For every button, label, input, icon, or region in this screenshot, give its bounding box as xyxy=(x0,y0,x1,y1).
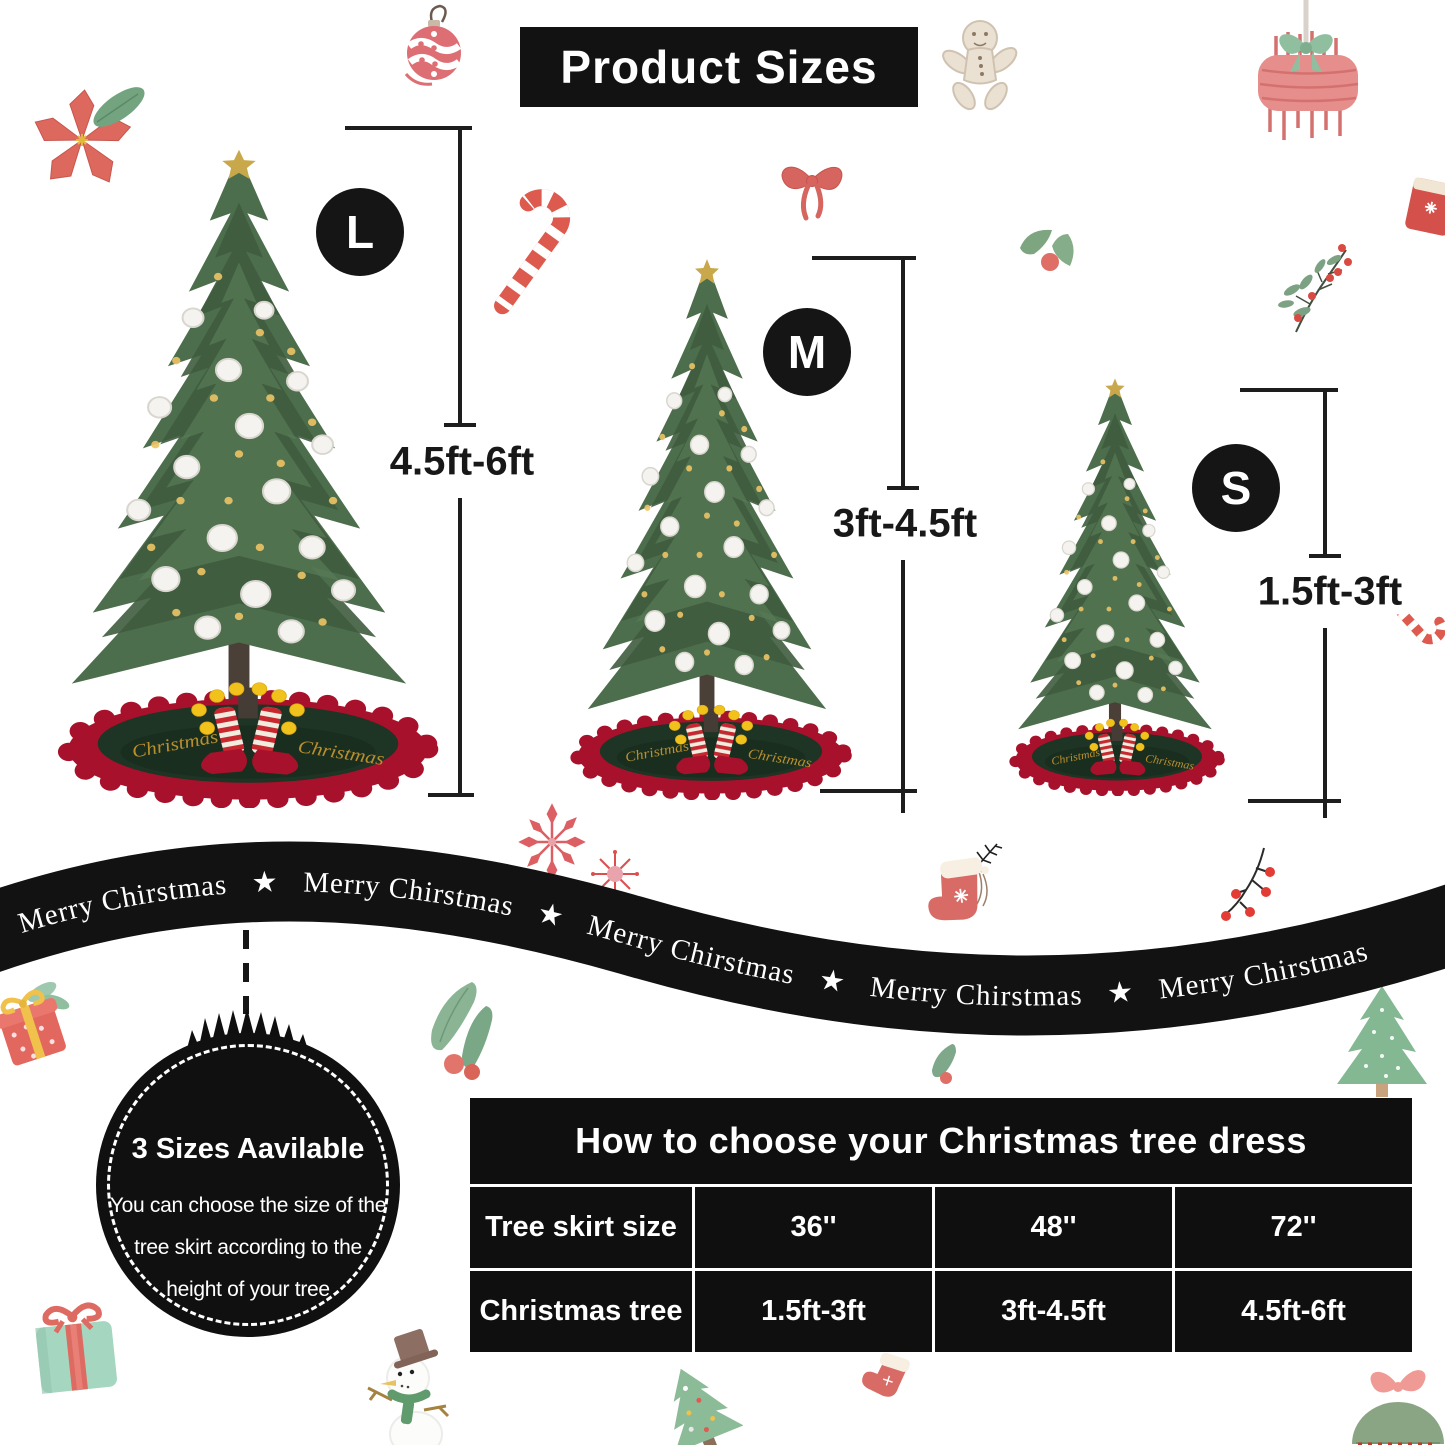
hang-tag-title: 3 Sizes Aavilable xyxy=(131,1133,365,1165)
height-range-m: 3ft-4.5ft xyxy=(826,501,984,547)
holly-small-icon xyxy=(932,1044,956,1084)
gift-box-mint-icon xyxy=(35,1302,117,1394)
measurement-bracket-s xyxy=(1240,388,1341,818)
tree-skirt-medium xyxy=(578,705,844,794)
gift-box-red-icon xyxy=(0,981,70,1066)
holly-leaves-icon xyxy=(431,982,493,1080)
stocking-small-icon xyxy=(862,1352,910,1397)
hang-tag-line: You can choose the size of the xyxy=(109,1194,387,1217)
holly-icon xyxy=(1020,229,1074,271)
row-header-tree-height: Christmas tree xyxy=(470,1271,692,1352)
measurement-bracket-l xyxy=(345,126,476,797)
hang-tag-line: height of your tree xyxy=(166,1278,330,1301)
cup-icon xyxy=(1405,177,1445,236)
candy-cane-icon xyxy=(494,189,571,315)
tree-height-value: 3ft-4.5ft xyxy=(935,1271,1172,1352)
size-badge-m-label: M xyxy=(787,326,827,378)
hanging-basket-icon xyxy=(1258,0,1359,140)
candy-cane-small-icon xyxy=(1388,597,1445,645)
skirt-size-value: 48'' xyxy=(935,1187,1172,1268)
tree-height-value: 4.5ft-6ft xyxy=(1175,1271,1412,1352)
snowman-icon xyxy=(367,1329,450,1445)
tree-height-value: 1.5ft-3ft xyxy=(695,1271,932,1352)
size-chart-table: How to choose your Christmas tree dress … xyxy=(470,1098,1412,1352)
berry-sprig-icon xyxy=(1221,847,1275,921)
hang-tag-line: tree skirt according to the xyxy=(134,1236,362,1259)
height-range-s: 1.5ft-3ft xyxy=(1251,569,1409,615)
poinsettia-icon xyxy=(34,87,145,183)
size-badge-l-label: L xyxy=(345,206,375,258)
bell-icon xyxy=(1352,1370,1444,1445)
size-badge-l: L xyxy=(316,188,404,276)
tree-ornament-icon xyxy=(673,1368,743,1445)
skirt-size-value: 36'' xyxy=(695,1187,932,1268)
height-range-l: 4.5ft-6ft xyxy=(383,439,541,485)
page-title: Product Sizes xyxy=(520,27,918,107)
hang-tag-description: You can choose the size of the tree skir… xyxy=(98,1185,398,1311)
size-badge-s: S xyxy=(1192,444,1280,532)
bow-icon xyxy=(781,166,843,221)
measurement-bracket-m xyxy=(812,256,919,813)
ribbon-banner xyxy=(0,841,1445,1036)
page-title-text: Product Sizes xyxy=(560,41,878,93)
gingerbread-man-icon xyxy=(942,20,1018,111)
snowflake-small-icon xyxy=(591,850,639,898)
tree-skirt-large xyxy=(68,683,427,800)
skirt-size-value: 72'' xyxy=(1175,1187,1412,1268)
pine-tree-icon xyxy=(1337,986,1427,1097)
christmas-tree-small xyxy=(1017,377,1213,744)
hang-tag-ornament: 3 Sizes Aavilable You can choose the siz… xyxy=(96,1033,400,1337)
bauble-icon xyxy=(404,4,462,86)
dashed-circle-border xyxy=(107,1044,389,1326)
row-header-skirt-size: Tree skirt size xyxy=(470,1187,692,1268)
size-chart-title: How to choose your Christmas tree dress xyxy=(470,1098,1412,1184)
size-badge-m: M xyxy=(763,308,851,396)
size-badge-s-label: S xyxy=(1220,462,1252,514)
stocking-icon xyxy=(928,843,1003,921)
tree-skirt-small xyxy=(1015,719,1219,791)
berry-branch-icon xyxy=(1278,244,1352,333)
